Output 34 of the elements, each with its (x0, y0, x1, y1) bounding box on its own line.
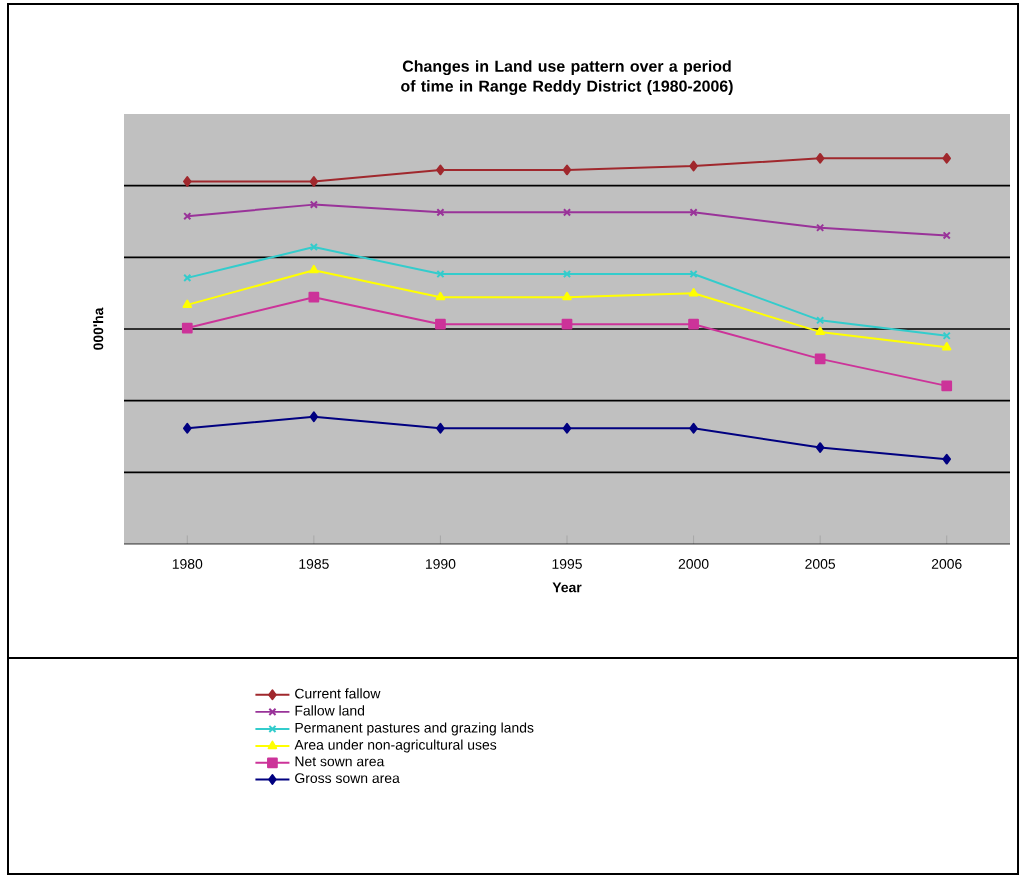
point (436, 164, 445, 176)
point (941, 341, 952, 351)
point (309, 176, 319, 187)
point (308, 291, 320, 303)
point (942, 453, 952, 465)
point (815, 152, 825, 164)
point (181, 322, 193, 334)
point (182, 299, 193, 309)
point (562, 208, 572, 217)
point (309, 264, 319, 274)
point (435, 318, 446, 330)
point (814, 353, 826, 365)
point (309, 242, 318, 252)
point (689, 160, 698, 172)
point (436, 422, 445, 434)
point (436, 208, 445, 217)
point (816, 223, 825, 232)
point (561, 318, 573, 330)
point (183, 422, 192, 434)
point (941, 380, 953, 392)
point (688, 287, 699, 297)
point (689, 208, 698, 217)
point (562, 269, 572, 279)
point (562, 291, 572, 301)
point (435, 291, 446, 301)
point (309, 411, 319, 423)
point (688, 318, 699, 330)
point (689, 422, 698, 434)
point (562, 422, 572, 434)
point (815, 442, 825, 453)
point (815, 326, 825, 336)
point (183, 176, 192, 187)
point (562, 164, 572, 176)
point (942, 152, 952, 164)
